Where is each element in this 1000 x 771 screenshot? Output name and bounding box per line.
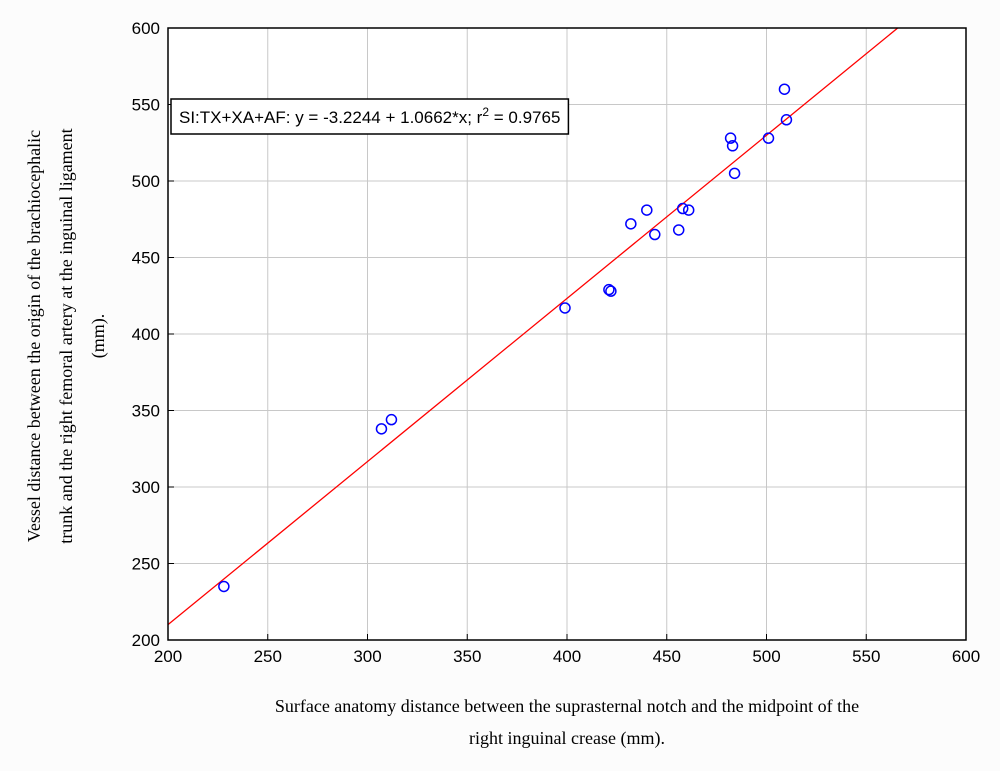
- y-tick-label: 250: [132, 555, 160, 574]
- data-point: [603, 283, 615, 296]
- x-tick-label: 350: [453, 647, 481, 666]
- data-point: [375, 423, 388, 435]
- data-point: [762, 132, 775, 144]
- legend-box: [170, 98, 570, 135]
- y-axis-title-line-2: trunk and the right femoral artery at th…: [56, 128, 76, 543]
- y-axis-title-line-3: (mm).: [88, 314, 109, 359]
- y-tick-label: 550: [132, 96, 160, 115]
- y-tick-label: 350: [132, 402, 160, 421]
- y-tick-labels: 200 250 300 350 400 450 500 550 600: [132, 19, 160, 650]
- data-point: [641, 204, 653, 216]
- data-point: [676, 202, 689, 215]
- data-point: [559, 302, 571, 314]
- x-tick-label: 300: [353, 647, 381, 666]
- data-point: [728, 167, 741, 180]
- x-tick-label: 400: [553, 647, 581, 666]
- legend-equation-suffix: = 0.9765: [489, 108, 560, 127]
- legend-equation: SI:TX+XA+AF: y = -3.2244 + 1.0662*x; r2 …: [179, 105, 560, 127]
- regression-line: [167, 27, 899, 626]
- y-axis-title-line-1: Vessel distance between the origin of th…: [24, 130, 44, 542]
- x-axis-title-line-2: right inguinal crease (mm).: [469, 728, 665, 749]
- legend-equation-prefix: SI:TX+XA+AF: y = -3.2244 + 1.0662*x; r: [179, 108, 483, 127]
- data-point: [726, 140, 739, 152]
- y-tick-label: 450: [132, 249, 160, 268]
- legend: SI:TX+XA+AF: y = -3.2244 + 1.0662*x; r2 …: [170, 98, 570, 135]
- y-tick-label: 500: [132, 172, 160, 191]
- legend-superscript: 2: [482, 105, 489, 119]
- x-tick-labels: 200 250 300 350 400 450 500 550 600: [154, 647, 980, 666]
- x-tick-label: 250: [254, 647, 282, 666]
- data-point: [724, 132, 737, 144]
- x-axis-title-line-1: Surface anatomy distance between the sup…: [275, 696, 859, 716]
- data-point: [625, 218, 637, 230]
- data-point: [778, 83, 791, 95]
- y-axis-title: Vessel distance between the origin of th…: [24, 128, 109, 543]
- y-tick-label: 600: [132, 19, 160, 38]
- data-point: [682, 204, 695, 216]
- x-tick-label: 500: [752, 647, 780, 666]
- data-point: [672, 224, 685, 236]
- x-tick-label: 450: [653, 647, 681, 666]
- data-point: [780, 114, 793, 126]
- regression-line-group: [167, 27, 899, 626]
- data-point: [218, 580, 230, 593]
- x-axis-title: Surface anatomy distance between the sup…: [275, 696, 859, 749]
- y-tick-label: 200: [132, 631, 160, 650]
- y-tick-label: 400: [132, 325, 160, 344]
- x-tick-label: 600: [952, 647, 980, 666]
- data-point: [605, 285, 617, 297]
- x-tick-label: 550: [852, 647, 880, 666]
- plot-frame: [167, 27, 967, 641]
- data-point: [385, 413, 398, 426]
- y-tick-label: 300: [132, 478, 160, 497]
- x-tick-label: 200: [154, 647, 182, 666]
- data-point: [649, 228, 661, 241]
- data-points: [218, 83, 793, 593]
